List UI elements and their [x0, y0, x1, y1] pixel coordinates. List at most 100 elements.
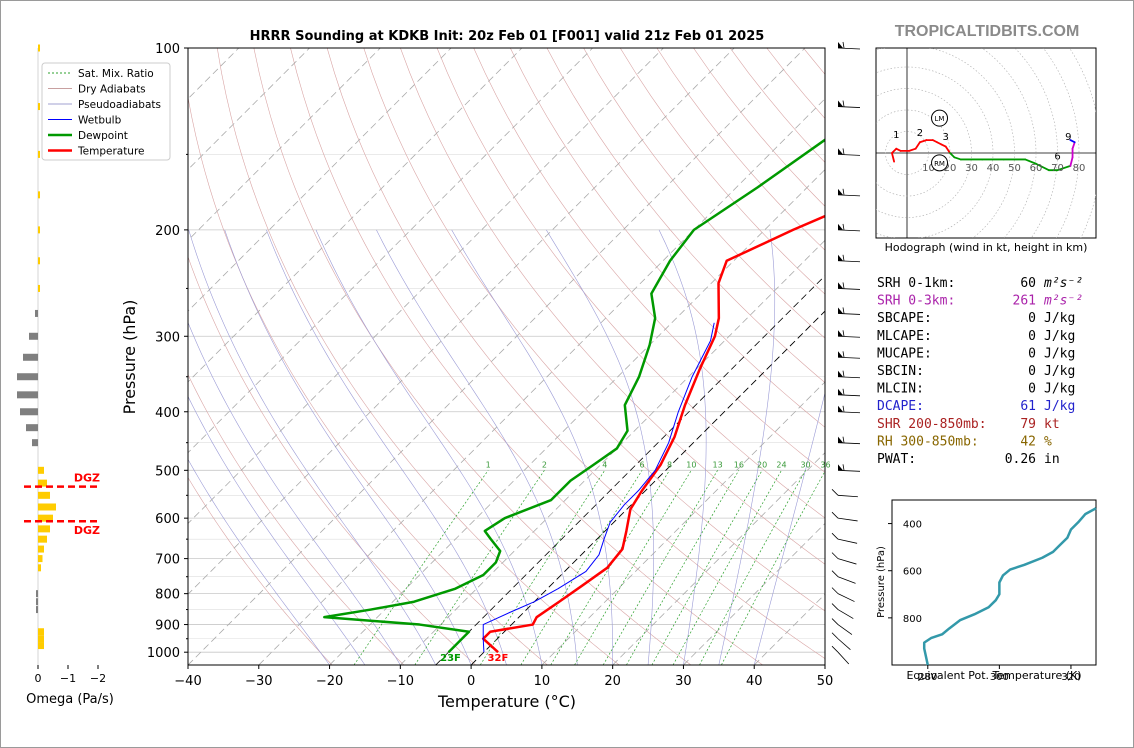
- wind-barb: [837, 307, 861, 315]
- hodo-segment: [1056, 164, 1072, 172]
- pseudoadiabat: [266, 229, 507, 665]
- dry-adiabat: [400, 48, 825, 565]
- barb-feather: [831, 645, 839, 653]
- barb-staff: [837, 335, 861, 338]
- isotherm: [188, 48, 452, 312]
- barb-feather: [842, 307, 845, 314]
- omega-bar: [38, 545, 44, 553]
- mixing-ratio-label: 4: [602, 460, 607, 469]
- barb-flag: [838, 330, 843, 337]
- barb-staff: [837, 260, 861, 263]
- legend-label: Dewpoint: [78, 130, 128, 142]
- index-label: PWAT:: [877, 452, 916, 467]
- isotherm: [329, 168, 825, 665]
- barb-staff: [837, 442, 861, 445]
- hodo-segment: [1035, 162, 1050, 172]
- omega-bar: [38, 226, 40, 234]
- hodo-ring: [981, 48, 1037, 238]
- hodo-segment: [908, 147, 917, 152]
- index-value: 0.26: [1005, 452, 1036, 467]
- barb-feather: [842, 464, 845, 471]
- mixing-ratio-line: [520, 470, 643, 665]
- omega-bar: [35, 309, 38, 317]
- hodo-ring-label: 70: [1051, 163, 1064, 174]
- wind-barb: [837, 148, 861, 156]
- dry-adiabat: [188, 95, 548, 665]
- omega-bar: [20, 408, 38, 416]
- barb-staff: [837, 313, 861, 315]
- hodo-segment: [891, 147, 898, 154]
- barb-feather: [842, 405, 845, 412]
- legend-label: Temperature: [77, 146, 145, 158]
- isotherm: [188, 48, 523, 383]
- skewt-title: HRRR Sounding at KDKB Init: 20z Feb 01 […: [250, 29, 765, 44]
- omega-bar: [36, 590, 38, 598]
- wind-barb: [831, 618, 853, 635]
- barb-staff: [837, 576, 856, 584]
- label-23f: 23F: [440, 653, 461, 664]
- omega-bar: [38, 466, 44, 474]
- index-label: SBCIN:: [877, 364, 924, 379]
- barb-flag: [838, 223, 843, 230]
- hodo-height-label: 1: [893, 130, 899, 141]
- hodo-segment: [1071, 141, 1076, 150]
- barb-feather: [842, 330, 845, 337]
- barb-staff: [837, 651, 850, 665]
- omega-bar: [38, 44, 40, 52]
- dry-adiabat: [546, 48, 825, 383]
- mixing-ratio-label: 24: [776, 460, 786, 469]
- barb-flag: [838, 307, 843, 314]
- wind-barb: [837, 436, 861, 445]
- freezing-isotherm: [470, 310, 825, 665]
- wind-barb: [831, 489, 858, 498]
- omega-bar: [29, 332, 38, 340]
- mixing-ratio-label: 6: [640, 460, 645, 469]
- pseudoadiabat: [188, 458, 330, 665]
- mixing-ratio-line: [550, 470, 670, 665]
- wind-barb: [837, 188, 861, 197]
- index-value: 42: [1020, 434, 1036, 449]
- index-value: 0: [1028, 329, 1036, 344]
- hodo-segment: [953, 156, 962, 161]
- skewt-xlabel: Temperature (°C): [437, 692, 576, 711]
- dgz-label: DGZ: [74, 472, 100, 485]
- dry-adiabat: [326, 48, 825, 659]
- barb-feather: [842, 370, 845, 377]
- hodo-ring-label: 20: [944, 163, 957, 174]
- wind-barb: [837, 223, 861, 232]
- wind-barb: [831, 532, 858, 544]
- wind-barb: [837, 405, 861, 414]
- pseudoadiabat: [188, 229, 436, 665]
- pseudoadiabat: [451, 229, 614, 665]
- barb-feather: [831, 603, 839, 610]
- omega-bar: [38, 284, 40, 292]
- index-unit: m²s⁻²: [1043, 294, 1083, 309]
- dry-adiabat: [188, 373, 405, 665]
- legend-label: Dry Adiabats: [78, 84, 146, 96]
- x-tick-label: 40: [746, 674, 763, 689]
- storm-motion-label: LM: [935, 115, 945, 123]
- hodo-height-label: 6: [1054, 151, 1060, 162]
- omega-bar: [38, 564, 41, 572]
- omega-bar: [26, 424, 38, 432]
- barb-feather: [842, 351, 845, 358]
- pseudoadiabat: [188, 395, 366, 665]
- freezing-isotherm: [435, 275, 825, 665]
- index-unit: in: [1044, 452, 1060, 467]
- hodo-ring-label: 30: [965, 163, 978, 174]
- barb-flag: [838, 405, 843, 412]
- mixing-ratio-line: [414, 470, 545, 665]
- mixing-ratio-label: 8: [667, 460, 672, 469]
- index-unit: J/kg: [1044, 346, 1075, 361]
- skewt-frame: [187, 47, 826, 666]
- wind-barb: [837, 370, 861, 379]
- index-label: SRH 0-3km:: [877, 294, 955, 309]
- storm-motion-marker: [931, 154, 949, 172]
- hodo-ring: [876, 48, 1015, 238]
- barb-staff: [837, 517, 858, 522]
- mixing-ratio-line: [721, 470, 825, 665]
- index-label: DCAPE:: [877, 399, 924, 414]
- isotherm: [541, 381, 825, 665]
- index-value: 60: [1020, 276, 1036, 291]
- y-tick-label: 1000: [147, 646, 180, 661]
